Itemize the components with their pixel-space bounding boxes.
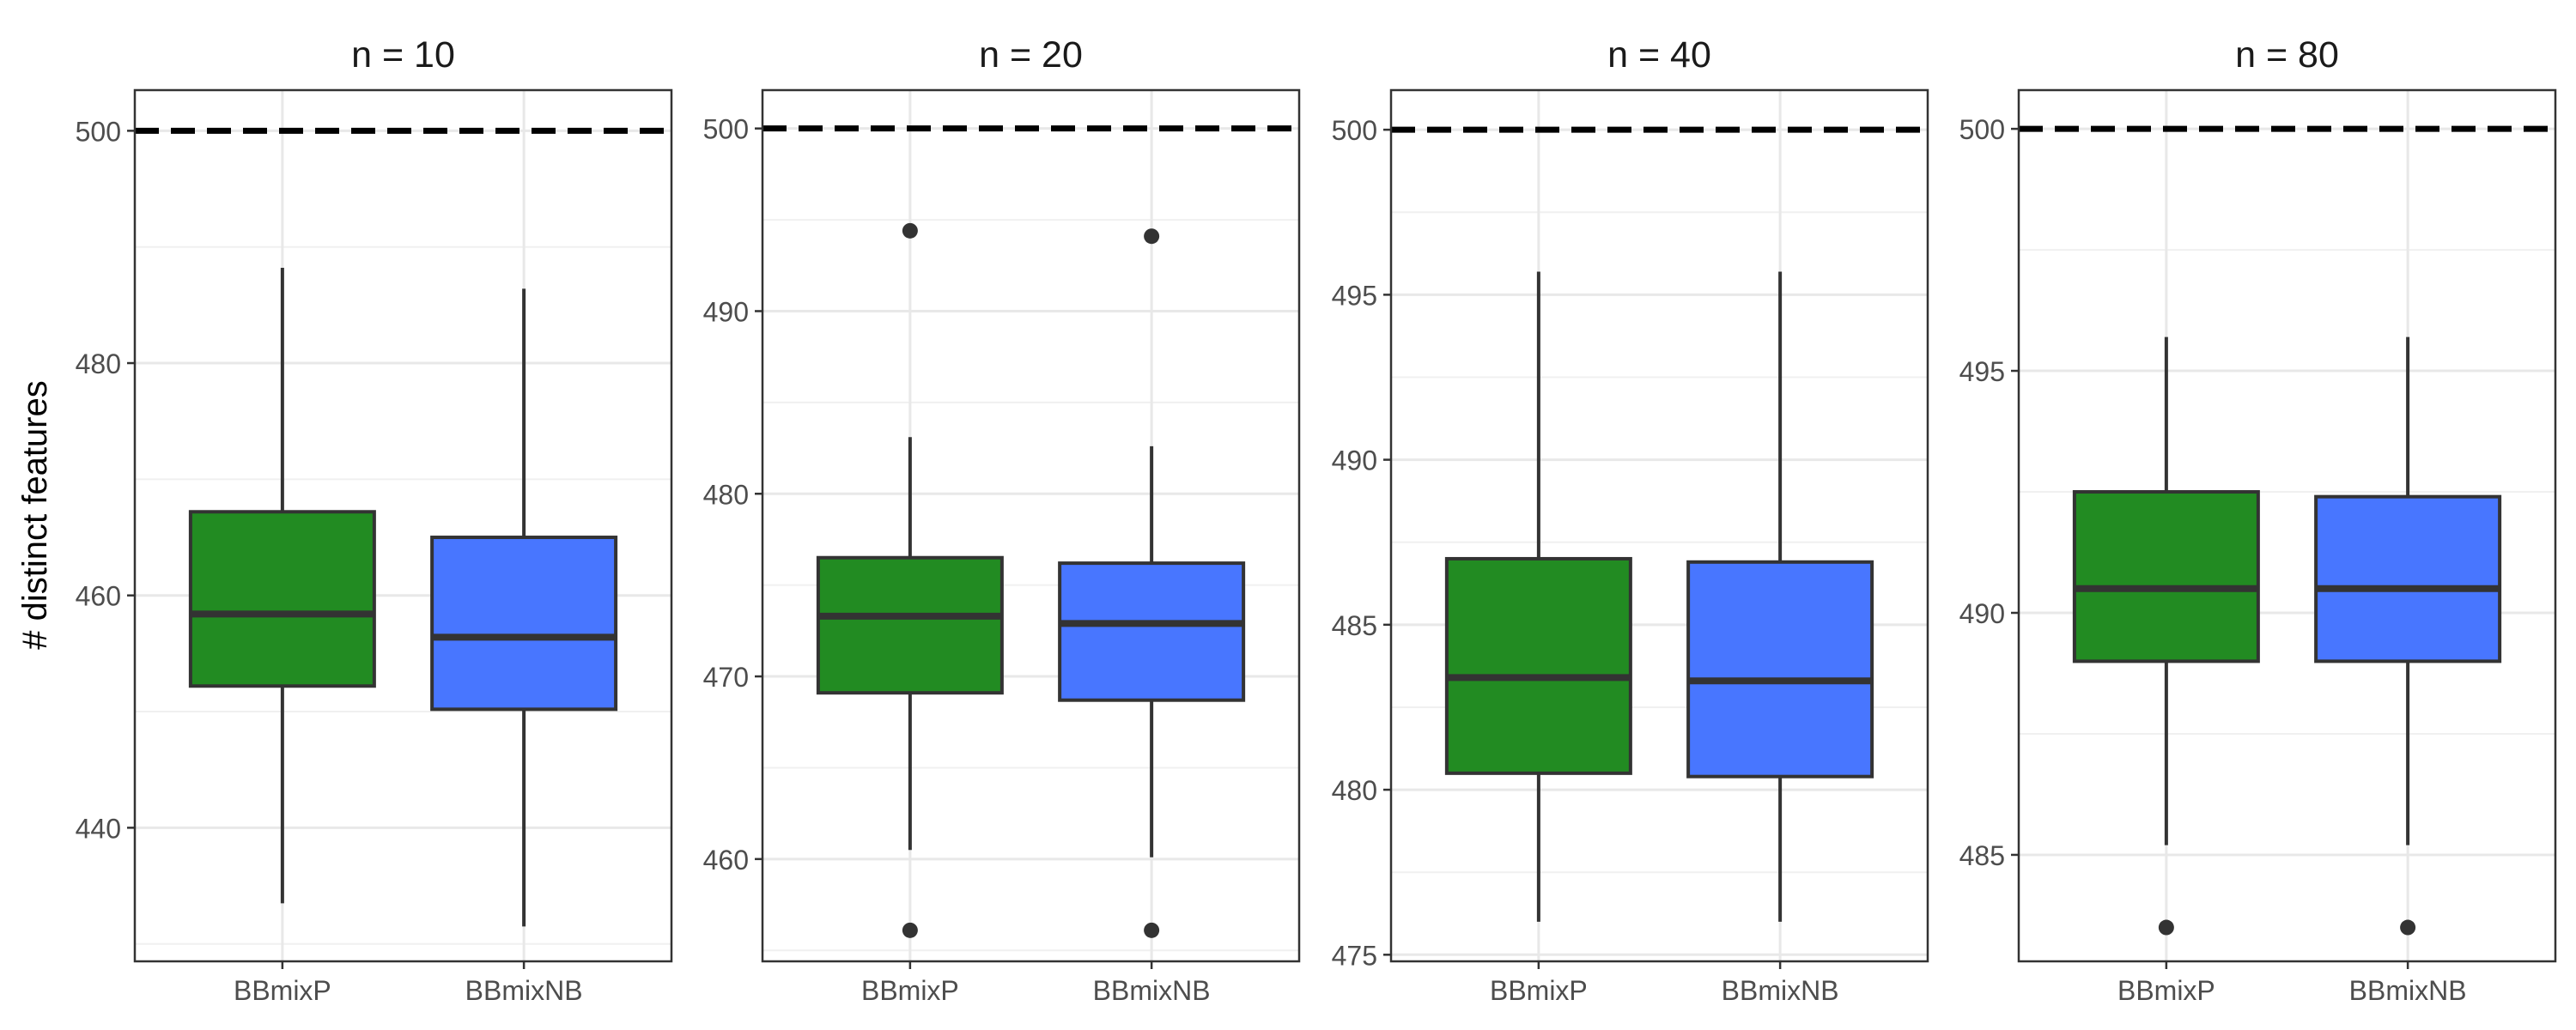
y-tick-label: 495	[1959, 356, 2005, 387]
y-tick-label: 490	[1332, 445, 1377, 476]
x-tick-label: BBmixP	[861, 975, 959, 1006]
x-tick-label: BBmixP	[1490, 975, 1588, 1006]
panel-background	[762, 90, 1299, 961]
box-BBmixP	[816, 555, 1004, 695]
outlier-point	[2400, 919, 2416, 936]
y-axis-label: # distinct features	[16, 380, 54, 650]
facet-title: n = 20	[979, 34, 1083, 76]
x-tick-label: BBmixP	[234, 975, 331, 1006]
y-tick-label: 485	[1959, 840, 2005, 871]
outlier-point	[902, 922, 918, 938]
y-tick-label: 500	[703, 114, 749, 145]
box-BBmixNB	[1686, 560, 1874, 779]
y-tick-label: 485	[1332, 610, 1377, 641]
y-tick-label: 500	[1332, 115, 1377, 146]
box-BBmixP	[1444, 556, 1632, 775]
panel-background	[1391, 90, 1928, 961]
facet-title: n = 80	[2235, 34, 2339, 76]
y-tick-label: 480	[76, 348, 121, 379]
box-BBmixNB	[2314, 494, 2502, 663]
y-tick-label: 500	[1959, 114, 2005, 145]
box-BBmixP	[2072, 490, 2260, 663]
x-tick-label: BBmixNB	[1093, 975, 1211, 1006]
y-tick-label: 480	[1332, 775, 1377, 806]
panel-border	[133, 88, 673, 963]
box-BBmixP	[188, 510, 376, 688]
y-tick-label: 470	[703, 662, 749, 693]
box-BBmixNB	[1058, 561, 1246, 702]
facet-panel: 440 460 480 500 BBmixP BBmixNB n = 10	[76, 34, 673, 1006]
facet-panel: 460 470 480 490 500 BBmixP BBmixNB n = 20	[703, 34, 1301, 1006]
panel-border	[2017, 88, 2557, 963]
box-BBmixNB	[430, 536, 618, 712]
y-tick-label: 500	[76, 116, 121, 147]
facet-title: n = 40	[1607, 34, 1711, 76]
outlier-point	[1144, 228, 1160, 245]
outlier-point	[2158, 919, 2174, 936]
y-tick-label: 495	[1332, 280, 1377, 311]
facet-panel: 485 490 495 500 BBmixP BBmixNB n = 80	[1959, 34, 2557, 1006]
y-tick-label: 480	[703, 479, 749, 510]
y-tick-label: 475	[1332, 940, 1377, 971]
y-tick-label: 490	[1959, 598, 2005, 629]
x-tick-label: BBmixNB	[2349, 975, 2467, 1006]
y-tick-label: 440	[76, 813, 121, 844]
x-tick-label: BBmixP	[2117, 975, 2215, 1006]
outlier-point	[902, 222, 918, 239]
facet-panel: 475 480 485 490 495 500 BBmixP BBmixNB n = 40	[1332, 34, 1929, 1006]
x-tick-label: BBmixNB	[465, 975, 583, 1006]
y-tick-label: 460	[703, 845, 749, 876]
y-tick-label: 460	[76, 581, 121, 612]
y-tick-label: 490	[703, 296, 749, 327]
panel-border	[761, 88, 1301, 963]
panel-border	[1389, 88, 1929, 963]
x-tick-label: BBmixNB	[1722, 975, 1839, 1006]
outlier-point	[1144, 922, 1160, 938]
facet-title: n = 10	[351, 34, 455, 76]
